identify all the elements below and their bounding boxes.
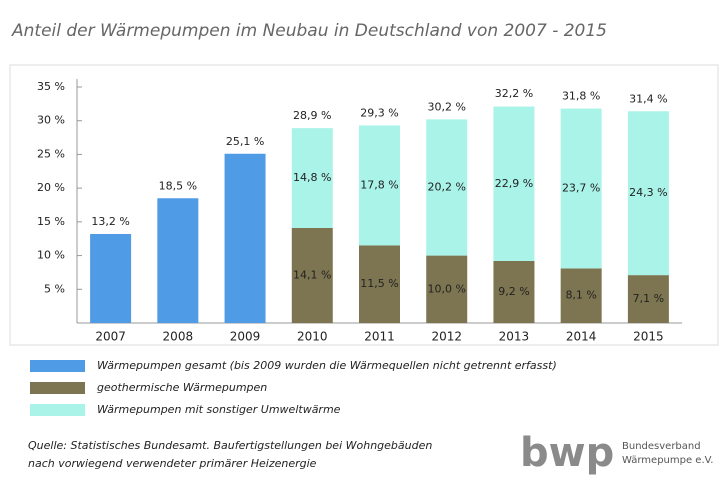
y-tick-label: 35 % <box>37 80 65 93</box>
x-tick-label: 2007 <box>95 330 126 344</box>
logo-text: Wärmepumpe e.V. <box>622 455 713 466</box>
legend-swatch <box>30 382 85 394</box>
bar-segment <box>291 227 333 323</box>
value-label: 17,8 % <box>360 178 398 191</box>
source: nach vorwiegend verwendeter primärer Hei… <box>28 457 317 470</box>
bar-segment <box>291 128 333 228</box>
total-label: 28,9 % <box>293 109 331 122</box>
value-label: 23,7 % <box>562 181 600 194</box>
logo-text: Bundesverband <box>622 441 701 452</box>
value-label: 14,8 % <box>293 171 331 184</box>
total-label: 29,3 % <box>360 106 398 119</box>
bar-segment <box>493 106 535 261</box>
y-tick-label: 30 % <box>37 114 65 127</box>
bar-segment <box>627 275 669 323</box>
total-label: 31,8 % <box>562 90 600 103</box>
x-tick-label: 2013 <box>499 330 530 344</box>
x-tick-label: 2015 <box>633 330 664 344</box>
bar-segment <box>627 111 669 276</box>
bar-segment <box>359 125 400 246</box>
y-tick-label: 25 % <box>37 147 65 160</box>
x-tick-label: 2011 <box>364 330 395 344</box>
bar-segment <box>359 245 400 323</box>
value-label: 18,5 % <box>159 179 197 192</box>
value-label: 7,1 % <box>633 292 664 305</box>
bar-segment <box>560 108 602 269</box>
value-label: 9,2 % <box>498 285 529 298</box>
bar-segment <box>224 153 266 323</box>
bar-segment <box>426 119 468 256</box>
value-label: 20,2 % <box>427 180 465 193</box>
bar-segment <box>90 233 132 323</box>
x-tick-label: 2012 <box>431 330 462 344</box>
plot-frame <box>9 64 719 346</box>
logo-mark: bwp <box>520 430 614 476</box>
source: Quelle: Statistisches Bundesamt. Baufert… <box>28 439 432 452</box>
y-tick-label: 20 % <box>37 181 65 194</box>
x-tick-label: 2008 <box>163 330 194 344</box>
value-label: 10,0 % <box>427 282 465 295</box>
x-tick-label: 2009 <box>230 330 261 344</box>
x-tick-label: 2014 <box>566 330 597 344</box>
legend-label: Wärmepumpen gesamt (bis 2009 wurden die … <box>97 359 557 372</box>
bar-segment <box>426 255 468 323</box>
y-tick-label: 15 % <box>37 215 65 228</box>
x-tick-label: 2010 <box>297 330 328 344</box>
legend-label: geothermische Wärmepumpen <box>97 381 267 394</box>
bar-segment <box>157 198 199 323</box>
value-label: 25,1 % <box>226 135 264 148</box>
bar-segment <box>560 268 602 323</box>
legend-swatch <box>30 404 85 416</box>
value-label: 14,1 % <box>293 268 331 281</box>
value-label: 11,5 % <box>360 277 398 290</box>
bar-segment <box>493 260 535 323</box>
value-label: 24,3 % <box>629 186 667 199</box>
legend-swatch <box>30 360 85 372</box>
total-label: 32,2 % <box>495 87 533 100</box>
total-label: 31,4 % <box>629 92 667 105</box>
total-label: 30,2 % <box>427 100 465 113</box>
y-tick-label: 5 % <box>44 282 65 295</box>
value-label: 8,1 % <box>565 289 596 302</box>
y-tick-label: 10 % <box>37 249 65 262</box>
legend-label: Wärmepumpen mit sonstiger Umweltwärme <box>97 403 341 416</box>
value-label: 22,9 % <box>495 177 533 190</box>
value-label: 13,2 % <box>91 215 129 228</box>
chart-title: Anteil der Wärmepumpen im Neubau in Deut… <box>11 21 607 41</box>
